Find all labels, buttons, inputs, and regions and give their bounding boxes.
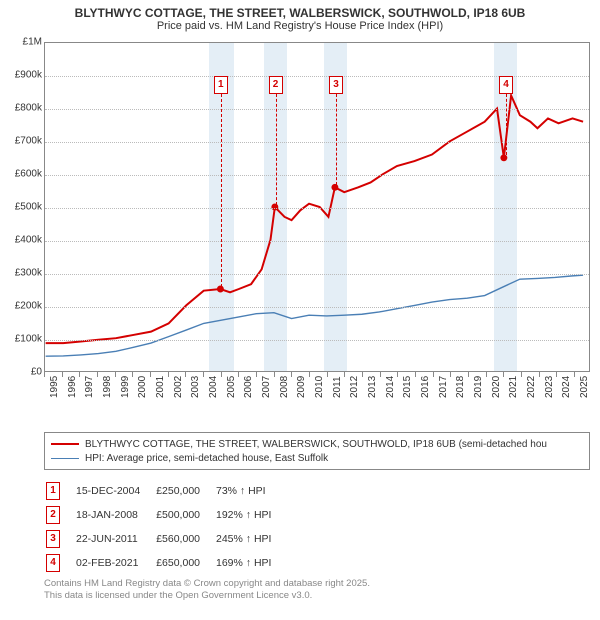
x-axis-label: 2009 [296, 380, 307, 398]
x-axis-label: 2019 [473, 380, 484, 398]
chart: 1 2 3 4 £0 £100k £200k £300k £400k £500k £600k £70… [0, 38, 600, 432]
marker-4: 4 [499, 76, 513, 94]
x-axis-label: 1999 [120, 380, 131, 398]
y-axis-label: £200k [2, 301, 42, 312]
marker-3: 3 [329, 76, 343, 94]
x-axis-label: 2018 [455, 380, 466, 398]
x-axis-label: 2002 [173, 380, 184, 398]
y-axis-label: £500k [2, 202, 42, 213]
x-axis-label: 2000 [137, 380, 148, 398]
x-axis-label: 2014 [385, 380, 396, 398]
x-axis-label: 2025 [579, 380, 590, 398]
y-axis-label: £0 [2, 367, 42, 378]
event-row: 322-JUN-2011£560,000245% ↑ HPI [46, 528, 285, 550]
chart-title: BLYTHWYC COTTAGE, THE STREET, WALBERSWIC… [0, 0, 600, 20]
x-axis-label: 2016 [420, 380, 431, 398]
y-axis-label: £600k [2, 169, 42, 180]
x-axis-label: 2001 [155, 380, 166, 398]
x-axis-label: 2005 [226, 380, 237, 398]
x-axis-label: 2008 [279, 380, 290, 398]
x-axis-label: 2022 [526, 380, 537, 398]
chart-subtitle: Price paid vs. HM Land Registry's House … [0, 20, 600, 32]
y-axis-label: £800k [2, 103, 42, 114]
series-hpi [46, 275, 583, 356]
x-axis-label: 2006 [243, 380, 254, 398]
x-axis-label: 2015 [402, 380, 413, 398]
x-axis-label: 2020 [491, 380, 502, 398]
x-axis-label: 2017 [438, 380, 449, 398]
y-axis-label: £300k [2, 268, 42, 279]
license-text: Contains HM Land Registry data © Crown c… [44, 578, 370, 603]
x-axis-label: 2007 [261, 380, 272, 398]
x-axis-label: 1995 [49, 380, 60, 398]
plot-area: 1 2 3 4 [44, 42, 590, 372]
y-axis-label: £400k [2, 235, 42, 246]
y-axis-label: £700k [2, 136, 42, 147]
event-row: 218-JAN-2008£500,000192% ↑ HPI [46, 504, 285, 526]
legend-item: HPI: Average price, semi-detached house,… [51, 451, 583, 465]
legend-item: BLYTHWYC COTTAGE, THE STREET, WALBERSWIC… [51, 437, 583, 451]
event-row: 115-DEC-2004£250,00073% ↑ HPI [46, 480, 285, 502]
legend: BLYTHWYC COTTAGE, THE STREET, WALBERSWIC… [44, 432, 590, 470]
marker-1: 1 [214, 76, 228, 94]
x-axis-label: 2021 [508, 380, 519, 398]
y-axis-label: £100k [2, 334, 42, 345]
y-axis-label: £900k [2, 70, 42, 81]
series-price_paid [46, 95, 583, 343]
x-axis-label: 2023 [544, 380, 555, 398]
x-axis-label: 1997 [84, 380, 95, 398]
x-axis-label: 2010 [314, 380, 325, 398]
x-axis-label: 2003 [190, 380, 201, 398]
y-axis-label: £1M [2, 37, 42, 48]
x-axis-label: 1998 [102, 380, 113, 398]
marker-2: 2 [269, 76, 283, 94]
x-axis-label: 1996 [67, 380, 78, 398]
x-axis-label: 2013 [367, 380, 378, 398]
x-axis-label: 2024 [561, 380, 572, 398]
x-axis-label: 2012 [349, 380, 360, 398]
event-table: 115-DEC-2004£250,00073% ↑ HPI218-JAN-200… [44, 478, 287, 576]
x-axis-label: 2004 [208, 380, 219, 398]
event-row: 402-FEB-2021£650,000169% ↑ HPI [46, 552, 285, 574]
x-axis-label: 2011 [332, 380, 343, 398]
